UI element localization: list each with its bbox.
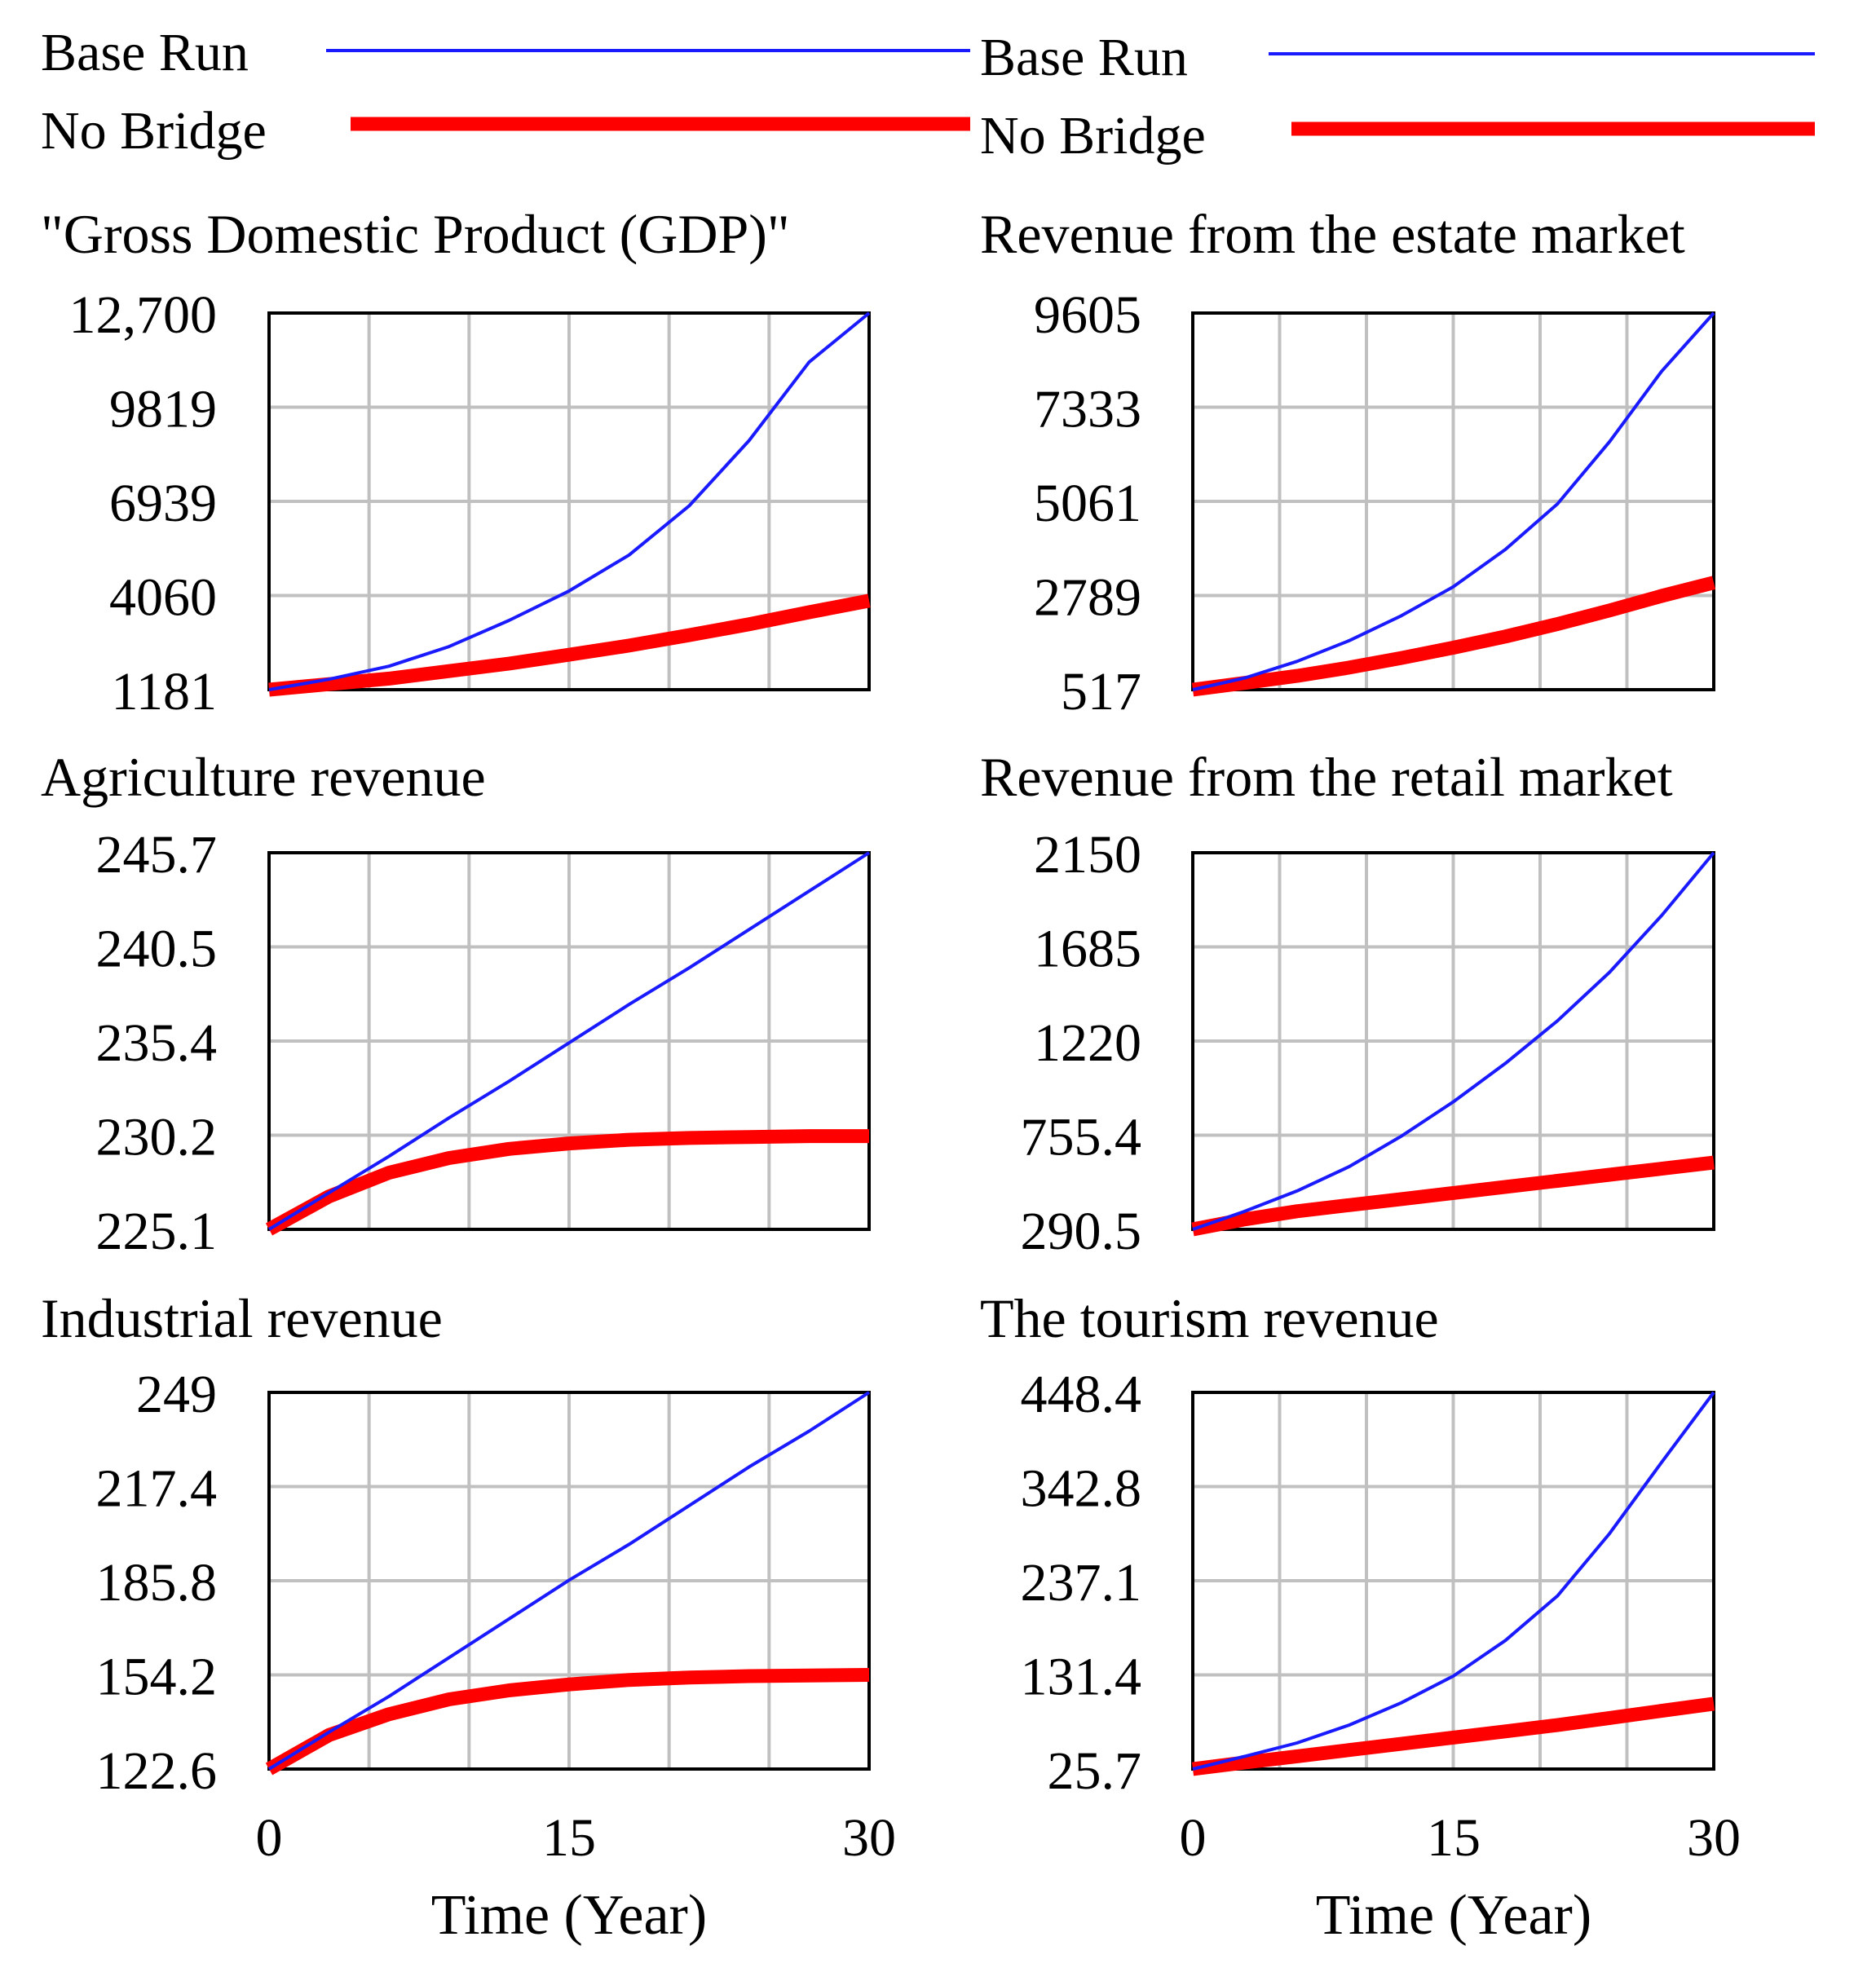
series-line-base-run [1192,851,1715,1231]
series-line-no-bridge [265,1129,869,1236]
y-tick-label: 122.6 [96,1741,218,1801]
panel-title: Revenue from the estate market [980,203,1685,265]
x-tick-label: 15 [1427,1808,1481,1868]
plot-frame [267,311,871,691]
y-tick-label: 235.4 [96,1013,218,1073]
legend-right: Base Run No Bridge [980,28,1815,165]
legend-label-no-bridge-left: No Bridge [41,101,267,161]
chart-panel-2: Revenue from the estate market 9605 7333 50… [980,203,1716,721]
y-tick-label: 9819 [109,380,217,439]
x-axis-left: 0 15 30 Time (Year) [256,1808,897,1947]
y-tick-label: 237.1 [1021,1553,1142,1613]
y-tick-label: 240.5 [96,920,218,979]
panel-title: The tourism revenue [980,1287,1439,1349]
legend-label-base-run-left: Base Run [41,23,249,82]
series-line-base-run [268,311,871,691]
x-tick-label: 30 [1687,1808,1741,1868]
series-line-no-bridge [265,1668,870,1776]
legend-label-base-run-right: Base Run [980,28,1188,87]
y-tick-label: 290.5 [1021,1202,1142,1261]
panel-title: Revenue from the retail market [980,746,1673,808]
series-line-base-run [267,851,871,1231]
plot-frame [1191,311,1715,691]
x-tick-label: 0 [1180,1808,1207,1868]
x-tick-label: 30 [842,1808,896,1868]
chart-panel-5: Industrial revenue 249 217.4 185.8 154.2 122.… [41,1287,871,1801]
y-tick-label: 9605 [1034,285,1141,345]
y-tick-label: 755.4 [1021,1108,1142,1167]
y-tick-label: 1685 [1034,920,1141,979]
series-line-base-run [267,1391,871,1771]
y-tick-label: 517 [1061,662,1141,721]
chart-panels: "Gross Domestic Product (GDP)" 12,700 9819… [41,203,1716,1801]
y-tick-label: 1220 [1034,1013,1141,1073]
plot-frame [1191,1391,1715,1771]
y-tick-label: 131.4 [1021,1648,1142,1707]
y-tick-label: 185.8 [96,1553,218,1613]
y-tick-label: 12,700 [69,285,218,345]
series-line-base-run [1192,1391,1715,1771]
plot-frame [1191,851,1715,1231]
panel-title: "Gross Domestic Product (GDP)" [41,203,790,265]
chart-panel-1: "Gross Domestic Product (GDP)" 12,700 9819… [41,203,871,721]
plot-frame [267,1391,871,1771]
y-tick-label: 217.4 [96,1459,218,1519]
y-tick-label: 6939 [109,474,217,533]
y-tick-label: 225.1 [96,1202,218,1261]
y-tick-label: 7333 [1034,380,1141,439]
x-axis-right: 0 15 30 Time (Year) [1180,1808,1741,1947]
x-tick-label: 0 [256,1808,283,1868]
y-tick-label: 5061 [1034,474,1141,533]
series-line-base-run [1192,311,1715,691]
series-line-no-bridge [1191,576,1716,697]
y-tick-label: 249 [136,1365,217,1424]
y-tick-label: 245.7 [96,825,218,885]
x-axis-title: Time (Year) [431,1884,707,1947]
legend-label-no-bridge-right: No Bridge [980,106,1206,165]
series-line-no-bridge [268,593,871,697]
y-tick-label: 342.8 [1021,1459,1142,1519]
y-tick-label: 1181 [111,662,217,721]
x-tick-label: 15 [542,1808,596,1868]
series-line-no-bridge [1191,1155,1715,1237]
chart-panel-4: Revenue from the retail market 2150 1685 12… [980,746,1715,1261]
y-tick-label: 2150 [1034,825,1141,885]
chart-panel-3: Agriculture revenue 245.7 240.5 235.4 230.2 2… [41,746,871,1261]
panel-title: Agriculture revenue [41,746,486,808]
series-line-no-bridge [1191,1696,1715,1776]
y-tick-label: 25.7 [1048,1741,1142,1801]
y-tick-label: 230.2 [96,1108,218,1167]
x-axis-title: Time (Year) [1316,1884,1591,1947]
y-tick-label: 2789 [1034,568,1141,628]
y-tick-label: 4060 [109,568,217,628]
y-tick-label: 448.4 [1021,1365,1142,1424]
chart-panel-6: The tourism revenue 448.4 342.8 237.1 131.4 2… [980,1287,1715,1801]
legend-left: Base Run No Bridge [41,23,970,161]
panel-title: Industrial revenue [41,1287,443,1349]
y-tick-label: 154.2 [96,1648,218,1707]
plot-frame [267,851,871,1231]
